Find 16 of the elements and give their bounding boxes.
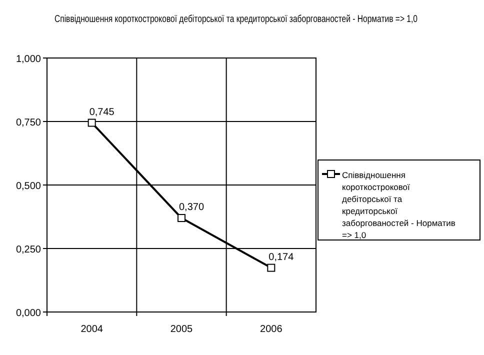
y-tick-label: 0,250 [16,244,42,256]
point [267,264,276,272]
x-tick-label: 2004 [80,324,104,335]
chart-title: Співвідношення короткострокової дебіторської та кредиторської заборгованостей - Норматив => 1,0 [54,13,418,24]
point [88,118,96,127]
legend-label: Співвідношення короткострокової дебіторської та кредиторської заборгованостей - Норматив => 1,0 [342,170,456,240]
point [178,214,186,222]
y-tick-label: 1,000 [16,54,42,65]
data-label: 0,370 [178,202,204,214]
y-tick-label: 0,750 [16,118,42,128]
x-tick-label: 2006 [260,324,283,335]
y-tick-label: 0,500 [16,181,42,192]
y-tick-label: 0,000 [16,308,42,319]
data-label: 0,174 [268,252,294,263]
data-label: 0,745 [89,106,115,118]
x-tick-label: 2005 [170,324,194,335]
